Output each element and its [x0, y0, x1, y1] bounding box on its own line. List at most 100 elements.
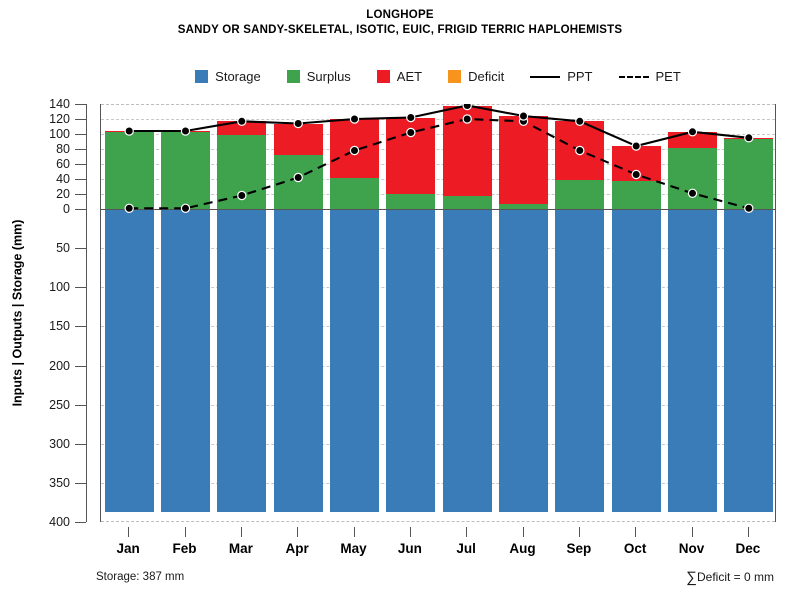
y-tick-mark [75, 134, 86, 135]
legend-item-storage[interactable]: Storage [195, 69, 261, 84]
bar-segment-surplus [160, 131, 211, 209]
legend-item-ppt[interactable]: PPT [530, 69, 593, 84]
gridline [101, 248, 775, 250]
y-tick-mark [75, 326, 86, 328]
x-tick-label-feb: Feb [172, 541, 197, 556]
sigma-icon: ∑ [686, 569, 697, 586]
x-tick-label-apr: Apr [285, 541, 309, 556]
pet-marker-jul [462, 114, 472, 124]
x-tick-mark [466, 527, 468, 537]
y-axis-title-label: Inputs | Outputs | Storage (mm) [10, 219, 25, 407]
bar-upper-jan [104, 131, 154, 209]
gridline [101, 179, 775, 180]
gridline [101, 521, 775, 522]
y-tick-mark [75, 404, 86, 406]
legend-label: Deficit [468, 69, 505, 84]
y-tick-mark [75, 443, 86, 445]
ppt-line [129, 104, 749, 148]
x-tick-mark [128, 527, 130, 537]
gridline [101, 287, 775, 289]
red-square-icon [376, 70, 390, 83]
y-tick-label: 100 [49, 127, 70, 141]
y-tick-mark [75, 119, 86, 120]
y-tick-mark [75, 287, 86, 289]
dashed-line-icon [618, 75, 649, 78]
bar-segment-surplus [329, 177, 380, 209]
pet-marker-may [349, 145, 360, 156]
ppt-marker-nov [687, 127, 698, 137]
pet-marker-nov [687, 188, 698, 199]
bar-upper-nov [667, 131, 718, 209]
pet-marker-apr [293, 172, 303, 183]
deficit-total-label: Deficit = 0 mm [696, 570, 774, 584]
y-tick-mark [75, 179, 86, 180]
y-tick-mark [75, 164, 86, 165]
x-tick-mark [353, 527, 355, 537]
bar-storage-dec [724, 209, 774, 512]
legend-item-deficit[interactable]: Deficit [448, 69, 504, 84]
y-tick-mark [75, 194, 86, 195]
y-tick-mark [75, 482, 86, 484]
bar-storage-jun [386, 209, 436, 512]
storage-total-note: Storage: 387 mm [96, 571, 185, 583]
y-axis-spine [86, 104, 87, 522]
y-tick-mark [75, 522, 86, 523]
y-axis: 140 120 100 80 60 40 20 0 50 100 150 200 250 300 350 40… [0, 0, 100, 600]
pet-marker-dec [744, 203, 754, 214]
gridline [101, 194, 775, 195]
bar-upper-feb [160, 131, 211, 209]
plot-area [100, 104, 776, 522]
gridline [101, 104, 775, 105]
bar-segment-aet [217, 121, 267, 135]
legend-item-pet[interactable]: PET [618, 69, 681, 84]
y-tick-label: 40 [56, 172, 70, 186]
x-tick-label-jul: Jul [456, 541, 476, 556]
ppt-marker-apr [293, 118, 303, 129]
y-tick-label: 150 [49, 319, 70, 334]
y-tick-label: 350 [49, 475, 70, 490]
y-tick-mark [75, 149, 86, 150]
y-tick-label: 200 [49, 358, 70, 373]
x-tick-label-jun: Jun [397, 541, 422, 556]
page-title: LONGHOPE [366, 9, 434, 21]
bar-storage-may [329, 209, 380, 512]
gridline [101, 482, 775, 484]
x-tick-label-oct: Oct [623, 541, 647, 556]
blue-square-icon [195, 70, 209, 83]
bar-segment-surplus [498, 203, 549, 209]
ppt-marker-jun [406, 112, 416, 123]
bar-storage-oct [611, 209, 661, 512]
x-tick-label-aug: Aug [509, 541, 536, 556]
y-tick-label: 250 [49, 397, 70, 412]
legend-item-aet[interactable]: AET [376, 69, 422, 84]
ppt-marker-dec [744, 133, 754, 143]
orange-square-icon [448, 70, 462, 83]
bar-storage-feb [160, 209, 211, 512]
pet-marker-oct [631, 169, 641, 180]
bar-segment-surplus [555, 179, 605, 209]
gridline [101, 326, 775, 328]
bar-storage-nov [667, 209, 718, 512]
x-tick-mark [635, 527, 637, 537]
y-tick-label: 50 [56, 241, 70, 256]
bar-segment-surplus [724, 138, 774, 209]
y-axis-title: Inputs | Outputs | Storage (mm) [8, 104, 26, 522]
deficit-total-note: ∑Deficit = 0 mm [686, 569, 774, 586]
bar-storage-aug [498, 209, 549, 512]
chart-title-block: LONGHOPE SANDY OR SANDY-SKELETAL, ISOTIC… [0, 8, 800, 38]
bar-upper-oct [611, 146, 661, 209]
ppt-marker-sep [575, 116, 585, 126]
y-tick-label: 60 [56, 157, 70, 171]
ppt-marker-oct [631, 141, 641, 151]
y-tick-label: 100 [49, 280, 70, 295]
y-tick-label: 0 [63, 202, 70, 216]
bar-segment-surplus [611, 180, 661, 209]
ppt-marker-feb [180, 126, 191, 136]
bar-storage-jan [104, 209, 154, 512]
x-tick-mark [522, 527, 524, 537]
y-tick-mark [75, 365, 86, 367]
ppt-marker-jan [124, 126, 134, 136]
gridline [101, 365, 775, 367]
y-tick-label: 120 [49, 112, 70, 126]
legend-item-surplus[interactable]: Surplus [286, 69, 351, 84]
